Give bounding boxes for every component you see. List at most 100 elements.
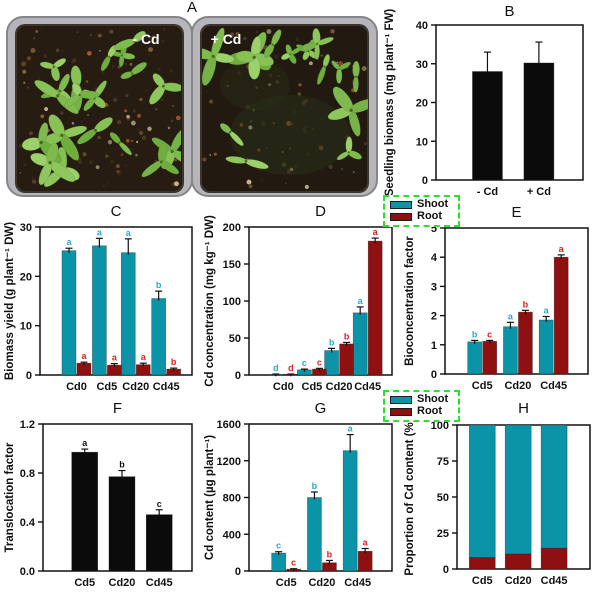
bar: [472, 71, 503, 181]
bars: [467, 256, 569, 375]
svg-text:25: 25: [437, 528, 449, 540]
svg-text:a: a: [363, 537, 369, 547]
svg-text:Cd20: Cd20: [326, 381, 353, 393]
bars: [268, 240, 383, 376]
legend-root-label: Root: [417, 210, 443, 222]
seedling: [352, 60, 360, 93]
x-labels: Cd0 Cd5 Cd20 Cd45: [66, 381, 180, 393]
svg-text:a: a: [82, 438, 88, 448]
svg-text:Cd5: Cd5: [96, 381, 117, 393]
svg-text:3: 3: [431, 281, 437, 293]
svg-text:b: b: [171, 357, 177, 367]
y-axis: 0 1 2 3 4 5: [431, 223, 445, 381]
panel-a-photo: - Cd + Cd: [6, 16, 378, 197]
bars: [71, 451, 173, 572]
svg-text:Bioconcentration factor: Bioconcentration factor: [404, 236, 416, 366]
bar: [540, 424, 568, 549]
sig-letters: a b c: [82, 438, 162, 509]
svg-text:Cd5: Cd5: [472, 380, 493, 392]
svg-text:0.0: 0.0: [20, 566, 35, 578]
svg-text:b: b: [472, 329, 478, 339]
seedling: [317, 54, 330, 85]
legend-item-root: Root: [390, 406, 454, 417]
legend-item-shoot: Shoot: [390, 394, 454, 405]
svg-text:Proportion of Cd content (%): Proportion of Cd content (%): [404, 418, 416, 575]
svg-text:B: B: [504, 3, 514, 20]
error-bars: [471, 254, 565, 344]
svg-text:Cd45: Cd45: [146, 577, 173, 589]
svg-text:5: 5: [431, 223, 437, 235]
svg-text:G: G: [315, 400, 327, 417]
bar: [468, 424, 496, 558]
svg-text:1600: 1600: [217, 419, 241, 431]
svg-text:- Cd: - Cd: [477, 186, 498, 198]
svg-text:1200: 1200: [217, 456, 241, 468]
legend-shoot-label: Shoot: [417, 198, 449, 210]
panel-a-label: A: [186, 0, 197, 16]
svg-text:50: 50: [437, 492, 449, 504]
svg-text:1: 1: [431, 340, 437, 352]
svg-text:Cd20: Cd20: [122, 381, 149, 393]
svg-text:Cd5: Cd5: [276, 577, 297, 589]
svg-text:10: 10: [20, 321, 32, 333]
bar: [504, 553, 532, 570]
bar: [271, 552, 286, 572]
svg-text:C: C: [111, 203, 122, 220]
svg-text:a: a: [373, 227, 379, 237]
svg-text:c: c: [317, 357, 322, 367]
svg-text:20: 20: [416, 98, 428, 110]
bar: [61, 250, 77, 376]
bars: [472, 62, 555, 181]
svg-text:Cd20: Cd20: [505, 575, 532, 587]
error-bars: [81, 448, 163, 517]
svg-text:c: c: [276, 541, 281, 551]
svg-text:H: H: [518, 400, 529, 417]
panel-b-chart: 0 10 20 30 40 Seedling biomass (mg plant⁻¹ FW…: [384, 3, 584, 198]
svg-text:100: 100: [431, 420, 449, 432]
svg-text:Cd5: Cd5: [74, 577, 95, 589]
svg-text:Cd45: Cd45: [540, 380, 567, 392]
bar: [151, 298, 166, 376]
svg-text:150: 150: [223, 259, 241, 271]
right-pot-label: + Cd: [211, 31, 242, 47]
seedling: [263, 29, 282, 58]
x-labels: - Cd + Cd: [477, 186, 551, 198]
svg-text:+ Cd: + Cd: [527, 186, 551, 198]
svg-text:E: E: [511, 204, 521, 221]
legend-shoot-root-top: Shoot Root: [383, 195, 460, 227]
svg-text:Cd content (µg plant⁻¹): Cd content (µg plant⁻¹): [204, 435, 216, 560]
x-labels: Cd5 Cd20 Cd45: [472, 380, 567, 392]
svg-text:4: 4: [431, 252, 438, 264]
bar: [120, 252, 136, 376]
svg-text:b: b: [312, 481, 318, 491]
svg-text:c: c: [157, 499, 162, 509]
sig-letters: a a a b a a a b: [66, 227, 176, 367]
bar: [468, 557, 496, 570]
seedling: [299, 28, 334, 60]
seedling: [77, 117, 113, 145]
bar: [518, 311, 533, 375]
seedling: [281, 44, 304, 64]
shoot-color-swatch: [390, 200, 412, 209]
panel-f-chart: 0.0 0.4 0.8 1.2 Translocation factor F Cd5 Cd20…: [4, 400, 193, 589]
seedlings: [202, 27, 368, 170]
seedling: [336, 136, 362, 161]
seedling: [109, 132, 132, 156]
bars: [468, 424, 568, 570]
bars: [61, 245, 181, 376]
svg-text:a: a: [348, 424, 354, 434]
svg-text:30: 30: [20, 222, 32, 234]
svg-text:Cd5: Cd5: [302, 381, 323, 393]
x-labels: Cd0 Cd5 Cd20 Cd45: [273, 381, 381, 393]
panel-h-chart: 0 25 50 75 100 Proportion of Cd content (%) H C…: [404, 400, 591, 587]
svg-text:0: 0: [431, 369, 437, 381]
svg-text:Translocation factor: Translocation factor: [4, 442, 16, 552]
svg-text:F: F: [113, 400, 122, 417]
y-axis: 0 10 20 30 40: [416, 20, 436, 187]
seedling: [30, 142, 76, 186]
svg-text:b: b: [156, 280, 162, 290]
